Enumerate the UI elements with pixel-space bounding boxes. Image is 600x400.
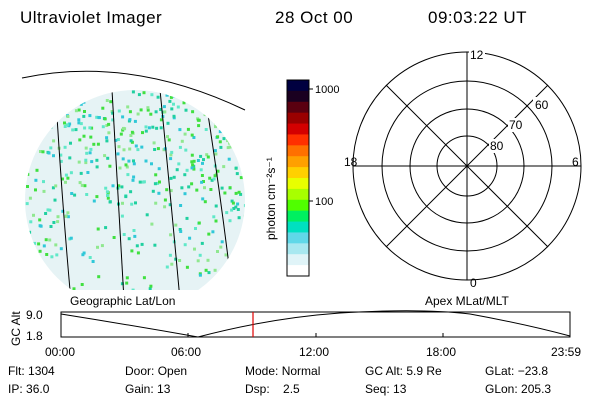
colorbar-swatch [287,167,309,179]
colorbar-swatch [287,178,309,190]
altitude-ytick-9: 9.0 [26,308,43,322]
altitude-xtick-0000: 00:00 [45,345,75,359]
info-gain: Gain: 13 [125,382,171,396]
info-flt: Flt: 1304 [8,364,55,378]
colorbar-tick-100: 100 [315,196,333,208]
info-door: Door: Open [125,364,188,378]
info-gc-alt: GC Alt: 5.9 Re [365,364,442,378]
colorbar-swatch [287,80,309,92]
colorbar-swatch [287,243,309,255]
apex-label: Apex MLat/MLT [425,294,509,308]
altitude-xtick-1800: 18:00 [426,345,456,359]
info-glon: GLon: 205.3 [485,382,552,396]
colorbar-swatch [287,221,309,234]
geo-latitude-arc [21,70,246,111]
colorbar-swatch [287,145,309,157]
uv-image-disc [21,70,246,290]
time-label: 09:03:22 UT [428,8,528,27]
altitude-ytick-1.8: 1.8 [26,329,43,343]
mlt-label-12: 12 [470,48,484,62]
colorbar-swatch [287,199,309,212]
geographic-label: Geographic Lat/Lon [70,294,176,308]
info-seq: Seq: 13 [365,382,407,396]
mlt-label-18: 18 [344,155,358,169]
colorbar-frame [286,79,310,277]
info-ip: IP: 36.0 [8,382,50,396]
altitude-curve [60,310,571,338]
colorbar-swatch [287,156,309,168]
colorbar-swatch [287,210,309,223]
colorbar-swatch [287,188,309,201]
altitude-ylabel: GC Alt [9,311,23,346]
altitude-xtick-1200: 12:00 [299,345,329,359]
colorbar-swatch [287,112,309,125]
lat-label-60: 60 [535,98,549,112]
altitude-xtick-2359: 23:59 [551,345,581,359]
mlt-label-6: 6 [572,155,579,169]
info-glat: GLat: −23.8 [485,364,549,378]
altitude-xtick-0600: 06:00 [171,345,201,359]
mlt-label-0: 0 [470,276,477,290]
altitude-chart: GC Alt 9.0 1.8 00:00 06:00 12:00 18:00 2… [9,308,581,359]
lat-label-80: 80 [490,139,504,153]
colorbar: 1000 100 photon cm⁻²s⁻¹ [264,79,339,277]
colorbar-swatch [287,232,309,244]
colorbar-swatch [287,134,309,146]
date-label: 28 Oct 00 [275,8,354,27]
instrument-title: Ultraviolet Imager [20,8,163,27]
colorbar-swatch [287,123,309,136]
polar-diagonal-2 [385,84,549,248]
lat-label-70: 70 [509,118,523,132]
colorbar-tick-1000: 1000 [315,84,339,96]
info-dsp: Dsp: 2.5 [245,382,300,396]
colorbar-swatch [287,254,309,266]
colorbar-swatch [287,265,309,277]
info-mode: Mode: Normal [245,364,321,378]
colorbar-unit-label: photon cm⁻²s⁻¹ [264,157,278,240]
polar-plot: 80 70 60 12 18 6 0 [344,48,582,290]
colorbar-swatch [287,90,309,103]
colorbar-swatch [287,101,309,114]
